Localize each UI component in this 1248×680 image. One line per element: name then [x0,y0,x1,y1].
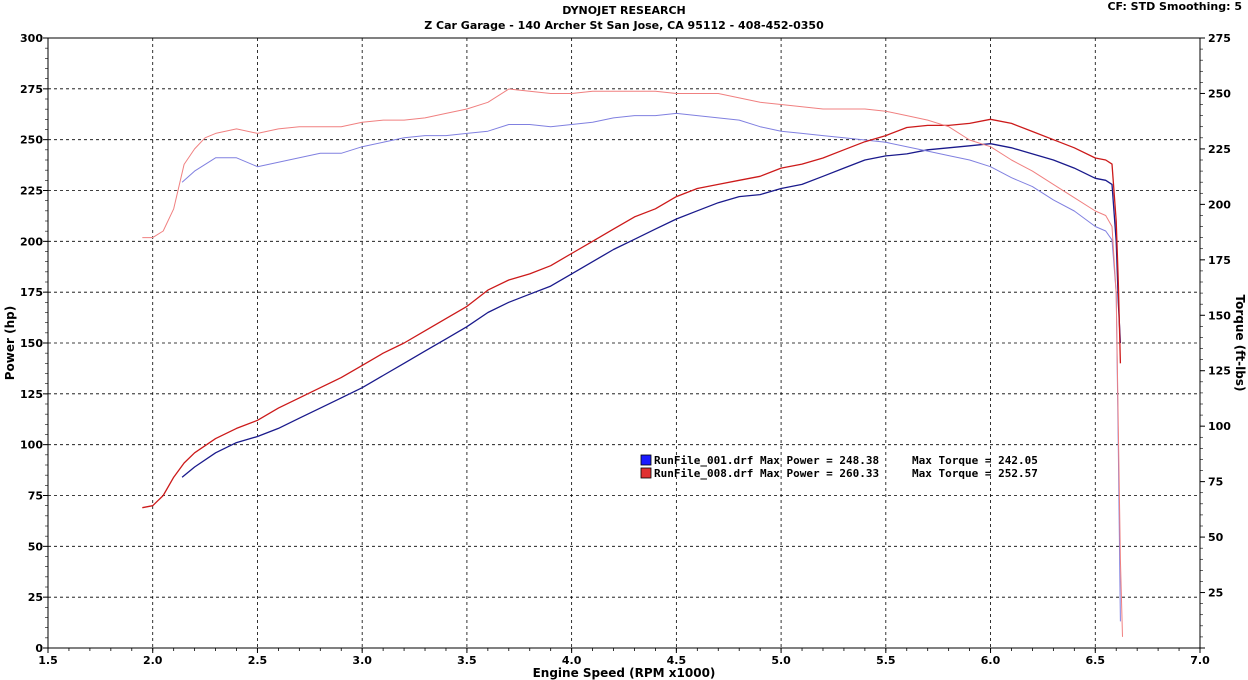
y-right-tick-label: 200 [1208,198,1231,211]
y-axis-right-label: Torque (ft-lbs) [1233,295,1247,392]
y-axis-left-label: Power (hp) [3,306,17,380]
legend-swatch-run-001 [640,454,652,466]
series-line-runfile-001-drf-torque [181,112,1121,622]
y-left-tick-label: 250 [20,134,43,147]
series-layer [142,88,1123,637]
y-right-tick-label: 225 [1208,143,1231,156]
y-right-tick-label: 275 [1208,32,1231,45]
x-tick-label: 3.0 [352,654,372,667]
y-right-tick-label: 125 [1208,365,1231,378]
x-tick-label: 6.0 [981,654,1001,667]
chart-subtitle: Z Car Garage - 140 Archer St San Jose, C… [424,19,824,32]
y-left-tick-label: 0 [35,642,43,655]
x-tick-label: 2.5 [248,654,268,667]
x-tick-label: 5.0 [771,654,791,667]
y-left-tick-label: 225 [20,185,43,198]
axis-ticks: 1.5 2.0 2.5 3.0 3.5 4.0 4.5 5.0 5.5 6.0 6.5 7.0 0 25 5… [20,32,1231,667]
y-right-tick-label: 150 [1208,309,1231,322]
y-right-tick-label: 100 [1208,420,1231,433]
x-axis-label: Engine Speed (RPM x1000) [533,666,716,680]
y-right-tick-label: 25 [1208,587,1223,600]
y-right-tick-label: 50 [1208,531,1224,544]
y-left-tick-label: 300 [20,32,43,45]
y-left-tick-label: 25 [28,591,43,604]
y-right-tick-label: 75 [1208,476,1223,489]
series-line-runfile-001-drf-power [181,143,1122,478]
legend-swatch-run-008 [640,467,652,479]
legend-torque-run-001: Max Torque = 242.05 [912,454,1038,467]
y-left-tick-label: 75 [28,490,43,503]
legend: RunFile_001.drf Max Power = 248.38 Max T… [640,454,1038,480]
legend-torque-run-008: Max Torque = 252.57 [912,467,1038,480]
series-line-runfile-008-drf-power [142,118,1122,509]
x-tick-label: 3.5 [457,654,477,667]
y-left-tick-label: 200 [20,235,43,248]
grid-lines [48,38,1200,648]
x-tick-label: 4.5 [667,654,687,667]
settings-readout: CF: STD Smoothing: 5 [1107,0,1242,13]
x-tick-label: 5.5 [876,654,896,667]
chart-title: DYNOJET RESEARCH [562,4,686,17]
series-line-runfile-008-drf-torque [142,88,1123,637]
x-tick-label: 1.5 [38,654,58,667]
y-right-tick-label: 175 [1208,254,1231,267]
x-tick-label: 2.0 [143,654,163,667]
x-tick-label: 4.0 [562,654,582,667]
legend-label-run-008: RunFile_008.drf Max Power = 260.33 [654,467,879,480]
y-left-tick-label: 175 [20,286,43,299]
y-left-tick-label: 100 [20,439,43,452]
y-left-tick-label: 125 [20,388,43,401]
y-left-tick-label: 275 [20,83,43,96]
legend-label-run-001: RunFile_001.drf Max Power = 248.38 [654,454,879,467]
y-left-tick-label: 150 [20,337,43,350]
y-right-tick-label: 250 [1208,87,1231,100]
x-tick-label: 6.5 [1086,654,1106,667]
y-left-tick-label: 50 [28,540,44,553]
x-tick-label: 7.0 [1190,654,1210,667]
